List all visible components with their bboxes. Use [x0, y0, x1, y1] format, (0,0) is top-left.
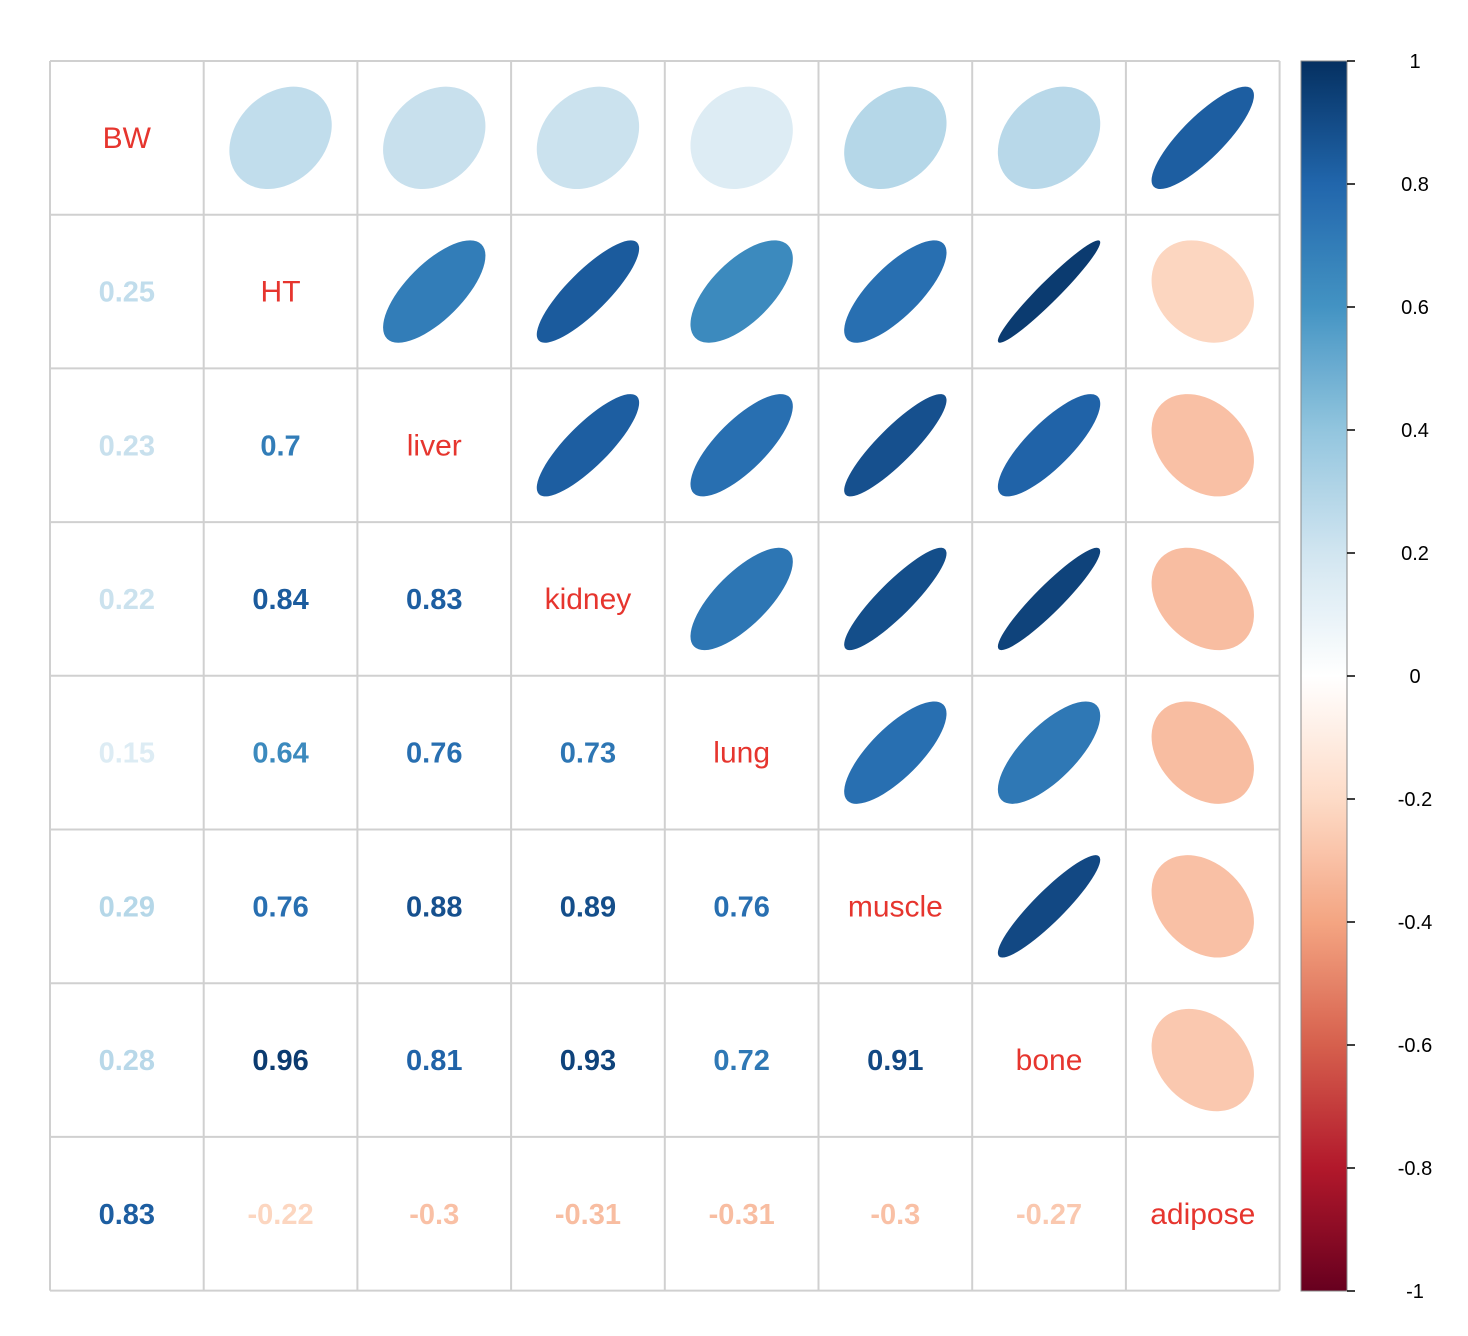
diagonal-label-bone: bone: [1016, 1044, 1083, 1077]
coef-adipose-bone: -0.27: [1016, 1199, 1082, 1231]
coef-bone-lung: 0.72: [713, 1045, 769, 1077]
coef-bone-liver: 0.81: [406, 1045, 462, 1077]
colorbar-tick-label: -0.4: [1398, 912, 1432, 934]
colorbar-tick-label: -0.8: [1398, 1158, 1432, 1180]
coef-liver-BW: 0.23: [99, 430, 155, 462]
diagonal-label-muscle: muscle: [848, 890, 943, 923]
coef-adipose-kidney: -0.31: [555, 1199, 621, 1231]
ellipse-lung-muscle: [844, 701, 947, 804]
ellipse-BW-bone: [997, 86, 1101, 190]
ellipse-HT-kidney: [536, 240, 640, 343]
diagonal-label-kidney: kidney: [545, 583, 632, 616]
matrix-grid: [49, 60, 1281, 1292]
colorbar-tick-label: -0.2: [1398, 789, 1432, 811]
coef-lung-liver: 0.76: [406, 738, 462, 770]
diagonal-label-HT: HT: [261, 276, 301, 309]
ellipse-kidney-bone: [997, 547, 1101, 651]
ellipse-kidney-lung: [690, 547, 793, 651]
ellipse-BW-adipose: [1151, 86, 1254, 190]
ellipse-liver-bone: [997, 394, 1101, 497]
colorbar-tick-label: 0.2: [1401, 543, 1429, 565]
ellipse-HT-muscle: [844, 240, 947, 343]
ellipse-BW-HT: [229, 86, 332, 190]
ellipse-lung-bone: [997, 701, 1101, 804]
coef-kidney-HT: 0.84: [252, 584, 308, 616]
coef-bone-muscle: 0.91: [867, 1045, 923, 1077]
ellipse-bone-adipose: [1151, 1008, 1254, 1112]
coef-adipose-HT: -0.22: [247, 1199, 313, 1231]
coef-muscle-BW: 0.29: [99, 891, 155, 923]
ellipse-kidney-muscle: [844, 547, 947, 651]
coef-muscle-lung: 0.76: [713, 891, 769, 923]
matrix-cells: BW 0.25 HT 0.23 0.7 liver 0.22 0.84 0.83 kidney 0.…: [99, 86, 1255, 1231]
ellipse-liver-muscle: [844, 394, 947, 497]
colorbar-tick-label: -0.6: [1398, 1035, 1432, 1057]
ellipse-liver-adipose: [1151, 394, 1254, 497]
diagonal-label-liver: liver: [407, 429, 462, 462]
colorbar-gradient: [1300, 60, 1348, 1292]
colorbar-tick-label: -1: [1406, 1281, 1424, 1303]
coef-kidney-BW: 0.22: [99, 584, 155, 616]
diagonal-label-lung: lung: [713, 737, 770, 770]
coef-bone-HT: 0.96: [252, 1045, 308, 1077]
coef-muscle-HT: 0.76: [252, 891, 308, 923]
coef-adipose-liver: -0.3: [409, 1199, 459, 1231]
coef-adipose-lung: -0.31: [709, 1199, 775, 1231]
coef-kidney-liver: 0.83: [406, 584, 462, 616]
diagonal-label-BW: BW: [103, 122, 152, 155]
colorbar-tick-label: 0.8: [1401, 174, 1429, 196]
coef-muscle-liver: 0.88: [406, 891, 462, 923]
coef-liver-HT: 0.7: [260, 430, 300, 462]
coef-bone-BW: 0.28: [99, 1045, 155, 1077]
coef-lung-kidney: 0.73: [560, 738, 616, 770]
ellipse-liver-lung: [690, 394, 793, 497]
ellipse-HT-adipose: [1151, 240, 1254, 343]
coef-HT-BW: 0.25: [99, 277, 155, 309]
diagonal-label-adipose: adipose: [1150, 1198, 1255, 1231]
coef-adipose-BW: 0.83: [99, 1199, 155, 1231]
ellipse-kidney-adipose: [1151, 547, 1254, 651]
ellipse-BW-lung: [690, 86, 793, 190]
coef-adipose-muscle: -0.3: [870, 1199, 920, 1231]
colorbar-tick-label: 0: [1409, 666, 1420, 688]
ellipse-muscle-bone: [997, 855, 1101, 958]
coef-lung-BW: 0.15: [99, 738, 155, 770]
ellipse-HT-bone: [997, 240, 1101, 343]
colorbar-tick-label: 0.4: [1401, 420, 1429, 442]
ellipse-BW-liver: [383, 86, 486, 190]
ellipse-HT-liver: [383, 240, 486, 343]
colorbar-tick-label: 1: [1409, 51, 1420, 73]
ellipse-liver-kidney: [536, 394, 640, 497]
coef-muscle-kidney: 0.89: [560, 891, 616, 923]
ellipse-BW-kidney: [536, 86, 640, 190]
coef-bone-kidney: 0.93: [560, 1045, 616, 1077]
ellipse-muscle-adipose: [1151, 855, 1254, 958]
coef-lung-HT: 0.64: [252, 738, 308, 770]
ellipse-HT-lung: [690, 240, 793, 343]
ellipse-lung-adipose: [1151, 701, 1254, 804]
colorbar-tick-label: 0.6: [1401, 297, 1429, 319]
ellipse-BW-muscle: [844, 86, 947, 190]
colorbar-legend: 1 0.8 0.6 0.4 0.2 0 -0.2 -0.4 -0.6 -0.8 -1: [1300, 51, 1432, 1303]
